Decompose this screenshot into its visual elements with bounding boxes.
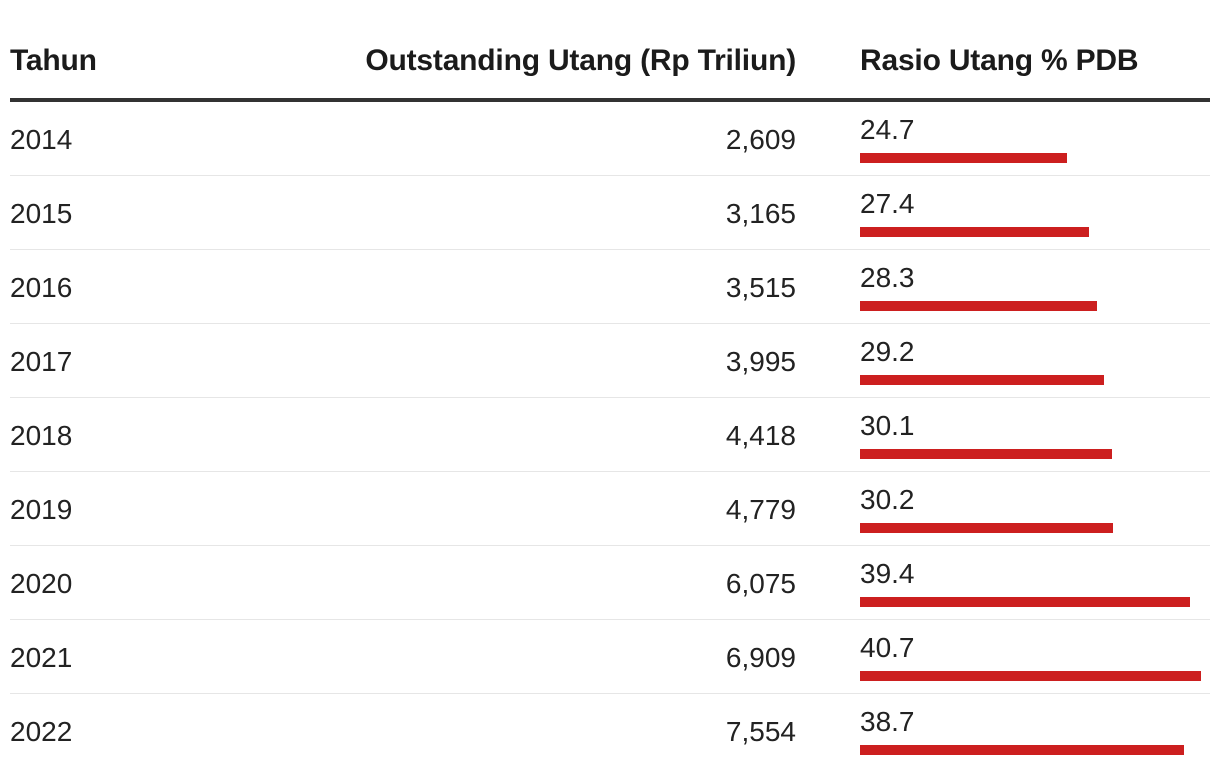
debt-ratio-label: 30.2	[860, 484, 915, 515]
year-cell: 2016	[10, 272, 73, 303]
column-header-year: Tahun	[10, 44, 97, 77]
debt-ratio-bar	[860, 745, 1184, 755]
column-header-outstanding-debt: Outstanding Utang (Rp Triliun)	[365, 44, 796, 77]
table-header: Tahun Outstanding Utang (Rp Triliun) Ras…	[10, 0, 1210, 102]
year-cell: 2021	[10, 642, 73, 673]
outstanding-debt-cell: 4,418	[725, 420, 796, 451]
debt-ratio-label: 29.2	[860, 336, 915, 367]
debt-ratio-bar	[860, 449, 1112, 459]
debt-table: Tahun Outstanding Utang (Rp Triliun) Ras…	[10, 0, 1210, 767]
outstanding-debt-cell: 4,779	[725, 494, 796, 525]
debt-ratio-label: 39.4	[860, 558, 915, 589]
debt-ratio-bar	[860, 375, 1104, 385]
outstanding-debt-cell: 6,909	[725, 642, 796, 673]
table-body: 2014 2,609 24.7 2015 3,165 27.4 2016 3,515 28.3 2…	[10, 102, 1210, 767]
year-cell: 2014	[10, 124, 73, 155]
outstanding-debt-cell: 6,075	[725, 568, 796, 599]
year-cell: 2019	[10, 494, 73, 525]
table-row: 2017 3,995 29.2	[10, 324, 1210, 398]
table-row: 2014 2,609 24.7	[10, 102, 1210, 176]
year-cell: 2017	[10, 346, 73, 377]
table-row: 2021 6,909 40.7	[10, 620, 1210, 694]
table-row: 2020 6,075 39.4	[10, 546, 1210, 620]
table-row: 2019 4,779 30.2	[10, 472, 1210, 546]
debt-ratio-bar	[860, 523, 1113, 533]
debt-ratio-label: 38.7	[860, 706, 915, 737]
debt-ratio-label: 30.1	[860, 410, 915, 441]
column-header-debt-ratio: Rasio Utang % PDB	[860, 44, 1139, 77]
table-row: 2018 4,418 30.1	[10, 398, 1210, 472]
outstanding-debt-cell: 7,554	[725, 716, 796, 747]
debt-ratio-bar	[860, 301, 1097, 311]
year-cell: 2018	[10, 420, 73, 451]
debt-ratio-label: 28.3	[860, 262, 915, 293]
debt-ratio-bar	[860, 671, 1201, 681]
table-row: 2015 3,165 27.4	[10, 176, 1210, 250]
debt-ratio-label: 27.4	[860, 188, 915, 219]
debt-ratio-label: 24.7	[860, 114, 915, 145]
outstanding-debt-cell: 3,165	[725, 198, 796, 229]
table-row: 2022 7,554 38.7	[10, 694, 1210, 767]
year-cell: 2015	[10, 198, 73, 229]
debt-ratio-bar	[860, 227, 1089, 237]
debt-ratio-bar	[860, 153, 1067, 163]
outstanding-debt-cell: 2,609	[725, 124, 796, 155]
debt-ratio-label: 40.7	[860, 632, 915, 663]
year-cell: 2020	[10, 568, 73, 599]
table-row: 2016 3,515 28.3	[10, 250, 1210, 324]
outstanding-debt-cell: 3,515	[725, 272, 796, 303]
outstanding-debt-cell: 3,995	[725, 346, 796, 377]
year-cell: 2022	[10, 716, 73, 747]
debt-ratio-bar	[860, 597, 1190, 607]
